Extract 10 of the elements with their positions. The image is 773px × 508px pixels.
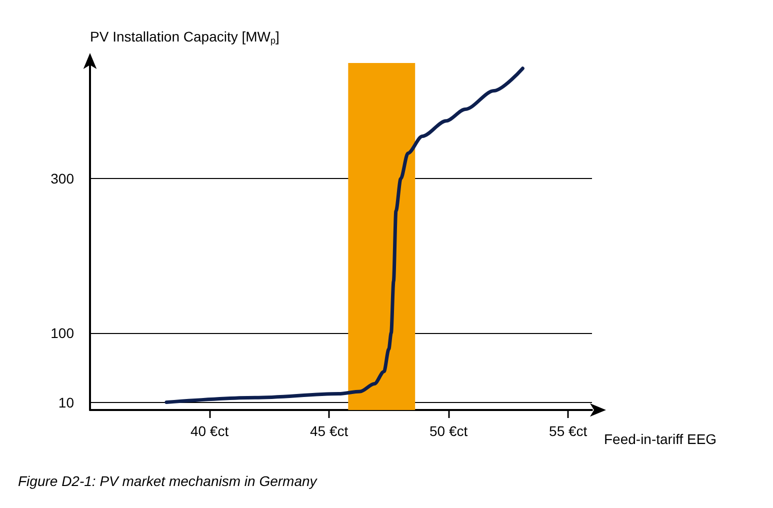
caption: Figure D2-1: PV market mechanism in Germany — [18, 473, 318, 489]
x-tick-label: 45 €ct — [310, 423, 348, 439]
y-tick-label: 10 — [58, 394, 74, 410]
line-series — [164, 66, 524, 404]
x-tick-label: 55 €ct — [549, 423, 588, 439]
y-tick-label: 100 — [50, 324, 74, 341]
y-tick-label: 300 — [50, 170, 74, 187]
x-tick-label: 40 €ct — [190, 423, 229, 439]
x-tick-label: 50 €ct — [430, 423, 468, 439]
x-axis-title: Feed-in-tariff EEG — [604, 431, 717, 447]
